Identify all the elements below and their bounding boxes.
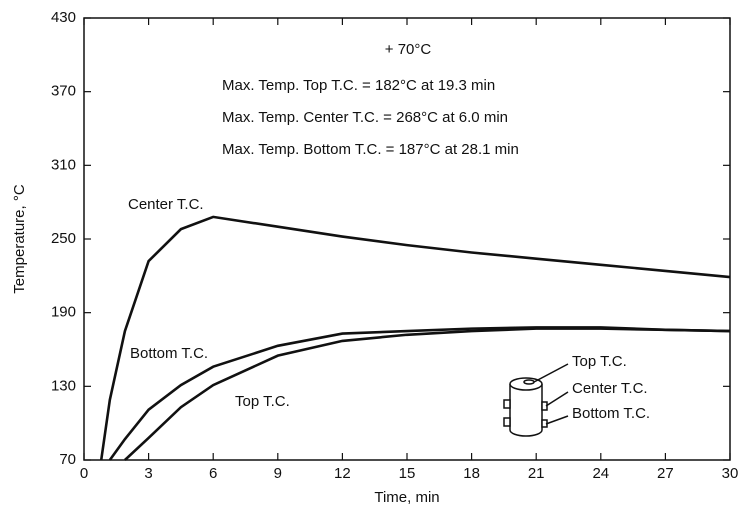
x-tick-label: 9 xyxy=(274,465,282,482)
annotation: + 70°C xyxy=(385,41,432,58)
annotation: Max. Temp. Center T.C. = 268°C at 6.0 mi… xyxy=(222,109,508,126)
x-tick-label: 12 xyxy=(334,465,351,482)
y-tick-label: 70 xyxy=(59,451,76,468)
line-series xyxy=(124,327,731,461)
x-tick-label: 6 xyxy=(209,465,217,482)
y-tick-label: 310 xyxy=(51,156,76,173)
annotation: Max. Temp. Top T.C. = 182°C at 19.3 min xyxy=(222,77,495,94)
curve-label: Center T.C. xyxy=(128,196,204,213)
inset-label: Top T.C. xyxy=(572,353,627,370)
x-tick-label: 15 xyxy=(399,465,416,482)
y-tick-label: 250 xyxy=(51,230,76,247)
y-tick-label: 430 xyxy=(51,9,76,26)
inset-label: Bottom T.C. xyxy=(572,405,650,422)
annotation: Max. Temp. Bottom T.C. = 187°C at 28.1 m… xyxy=(222,141,519,158)
x-tick-label: 0 xyxy=(80,465,88,482)
x-axis-label: Time, min xyxy=(374,489,439,506)
x-tick-label: 3 xyxy=(144,465,152,482)
y-tick-label: 370 xyxy=(51,83,76,100)
x-tick-label: 30 xyxy=(722,465,739,482)
curve-label: Bottom T.C. xyxy=(130,345,208,362)
line-series xyxy=(99,215,731,461)
curve-label: Top T.C. xyxy=(235,393,290,410)
x-tick-label: 21 xyxy=(528,465,545,482)
x-tick-label: 18 xyxy=(463,465,480,482)
y-axis-label: Temperature, °C xyxy=(11,184,28,294)
y-tick-label: 190 xyxy=(51,304,76,321)
inset-label: Center T.C. xyxy=(572,380,648,397)
x-tick-label: 27 xyxy=(657,465,674,482)
inset-icon xyxy=(503,363,569,437)
y-tick-label: 130 xyxy=(51,377,76,394)
x-tick-label: 24 xyxy=(592,465,609,482)
